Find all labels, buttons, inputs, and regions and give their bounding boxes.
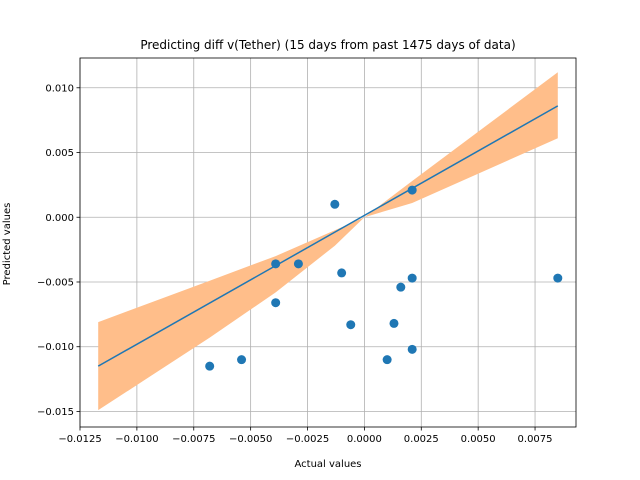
data-point xyxy=(271,298,281,308)
data-point xyxy=(237,355,247,365)
data-point xyxy=(271,259,281,269)
regression-line xyxy=(97,105,559,367)
data-point xyxy=(346,320,356,330)
confidence-band-area xyxy=(98,72,558,411)
y-axis-label: Predicted values xyxy=(2,203,13,286)
data-point xyxy=(330,199,340,209)
y-tick-label: −0.010 xyxy=(37,342,74,353)
x-tick-label: −0.0050 xyxy=(229,434,272,445)
data-point xyxy=(396,282,406,292)
data-point xyxy=(293,259,303,269)
data-point xyxy=(389,318,399,328)
y-tick-label: 0.000 xyxy=(45,213,74,224)
y-tick-label: 0.010 xyxy=(45,83,74,94)
data-point xyxy=(205,361,215,371)
data-point xyxy=(553,273,563,283)
x-tick-label: 0.0025 xyxy=(404,434,439,445)
x-tick-label: −0.0025 xyxy=(286,434,329,445)
data-point xyxy=(382,355,392,365)
data-point xyxy=(407,344,417,354)
x-tick-label: −0.0075 xyxy=(172,434,215,445)
x-tick-label: 0.0050 xyxy=(461,434,496,445)
data-point xyxy=(407,185,417,195)
x-tick-label: −0.0100 xyxy=(115,434,158,445)
data-point xyxy=(407,273,417,283)
x-axis-label: Actual values xyxy=(294,459,361,470)
regression-line-path xyxy=(97,105,559,367)
x-axis-ticks: −0.0125 −0.0100 −0.0075 −0.0050 −0.0025 0.000… xyxy=(58,427,553,445)
chart-title: Predicting diff v(Tether) (15 days from … xyxy=(140,38,515,52)
x-tick-label: −0.0125 xyxy=(58,434,101,445)
confidence-band xyxy=(98,72,558,411)
y-axis-ticks: −0.015 −0.010 −0.005 0.000 0.005 0.010 xyxy=(37,83,80,418)
x-tick-label: 0.0075 xyxy=(518,434,553,445)
y-tick-label: −0.015 xyxy=(37,407,74,418)
data-point xyxy=(337,268,347,278)
x-tick-label: 0.0000 xyxy=(347,434,382,445)
y-tick-label: 0.005 xyxy=(45,148,74,159)
plot-frame xyxy=(79,57,577,428)
scatter-points xyxy=(205,185,563,371)
y-tick-label: −0.005 xyxy=(37,277,74,288)
